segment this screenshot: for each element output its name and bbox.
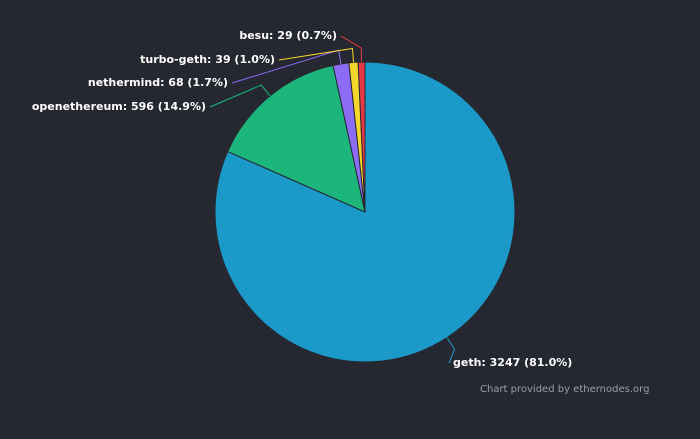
data-label: openethereum: 596 (14.9%): [32, 100, 206, 113]
credit: Chart provided by ethernodes.org: [480, 384, 649, 395]
data-label: geth: 3247 (81.0%): [453, 356, 572, 369]
leader-line: [340, 35, 363, 63]
data-label: turbo-geth: 39 (1.0%): [140, 53, 275, 66]
pie-slice: [227, 64, 366, 213]
leader-line: [209, 84, 271, 108]
leader-line: [231, 49, 342, 84]
leader-line: [446, 337, 456, 364]
data-label: nethermind: 68 (1.7%): [88, 76, 228, 89]
leader-line: [278, 47, 355, 63]
data-label: besu: 29 (0.7%): [239, 29, 337, 42]
